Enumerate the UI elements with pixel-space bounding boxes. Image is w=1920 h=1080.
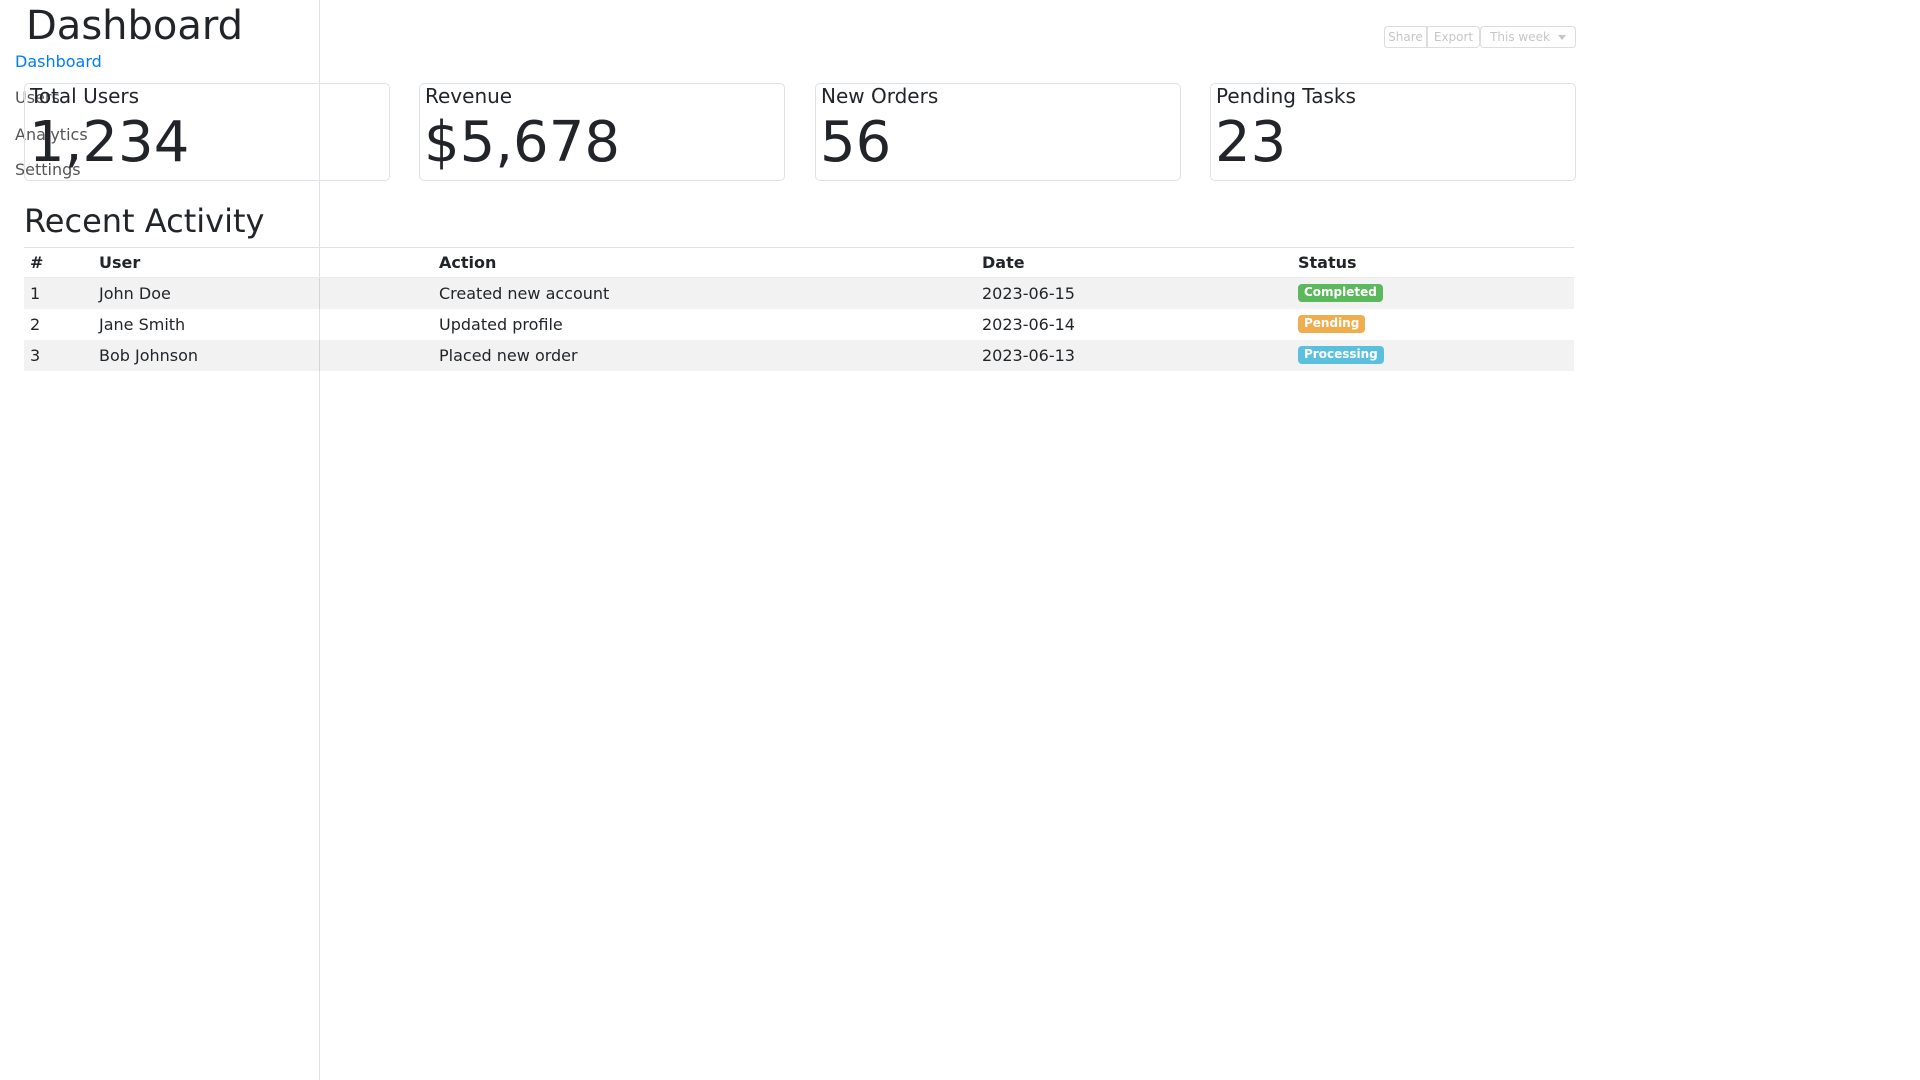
table-row: 2 Jane Smith Updated profile 2023-06-14 …	[24, 309, 1574, 340]
column-header-action: Action	[433, 247, 976, 278]
cell-user: Bob Johnson	[99, 345, 199, 365]
cell-date: 2023-06-14	[982, 314, 1075, 334]
stat-card-value: 56	[820, 110, 892, 175]
cell-date: 2023-06-15	[982, 283, 1075, 303]
cell-date: 2023-06-13	[982, 345, 1075, 365]
cell-action: Updated profile	[439, 314, 563, 334]
cell-user: Jane Smith	[99, 314, 186, 334]
activity-table: # User Action Date Status 1 John Doe Cre…	[24, 247, 1574, 371]
toolbar: Share Export This week	[1384, 26, 1576, 48]
cell-action: Placed new order	[439, 345, 578, 365]
cell-status: Processing	[1292, 340, 1574, 371]
cell-num: 2	[30, 314, 41, 334]
cell-status: Completed	[1292, 278, 1574, 309]
sidebar-item-users[interactable]: Users	[15, 88, 60, 107]
status-badge: Completed	[1298, 283, 1383, 302]
stat-card-label: Total Users	[30, 84, 140, 108]
sidebar-item-analytics[interactable]: Analytics	[15, 125, 88, 144]
stat-card-value: 1,234	[29, 110, 190, 175]
cell-user: John Doe	[99, 283, 171, 303]
stat-card-revenue: Revenue $5,678	[419, 83, 785, 181]
cell-num: 1	[30, 283, 41, 303]
column-header-status: Status	[1292, 247, 1574, 278]
page-title: Dashboard	[26, 3, 244, 49]
sidebar: Users Analytics Settings	[0, 0, 320, 1080]
table-header-row: # User Action Date Status	[24, 247, 1574, 278]
stat-card-value: $5,678	[424, 110, 620, 175]
table-row: 3 Bob Johnson Placed new order 2023-06-1…	[24, 339, 1574, 371]
period-dropdown-button[interactable]: This week	[1480, 26, 1576, 48]
cell-action: Created new account	[439, 283, 610, 303]
recent-activity-heading: Recent Activity	[24, 202, 265, 240]
sidebar-item-settings[interactable]: Settings	[15, 160, 81, 179]
stat-card-value: 23	[1215, 110, 1287, 175]
status-badge: Processing	[1298, 345, 1384, 364]
status-badge: Pending	[1298, 314, 1366, 333]
stat-card-label: Revenue	[425, 84, 513, 108]
breadcrumb-link[interactable]: Dashboard	[15, 52, 102, 71]
column-header-num: #	[24, 247, 93, 278]
cell-num: 3	[30, 345, 41, 365]
stat-card-label: New Orders	[821, 84, 939, 108]
stat-card-pending-tasks: Pending Tasks 23	[1210, 83, 1576, 181]
stat-card-total-users: Total Users 1,234	[24, 83, 390, 181]
table-row: 1 John Doe Created new account 2023-06-1…	[24, 277, 1574, 309]
period-label: This week	[1490, 30, 1550, 44]
column-header-user: User	[93, 247, 433, 278]
stat-card-new-orders: New Orders 56	[815, 83, 1181, 181]
stat-card-label: Pending Tasks	[1216, 84, 1356, 108]
export-button[interactable]: Export	[1427, 26, 1480, 48]
caret-down-icon	[1557, 34, 1566, 40]
cell-status: Pending	[1292, 309, 1574, 340]
column-header-date: Date	[976, 247, 1292, 278]
share-button[interactable]: Share	[1384, 26, 1427, 48]
